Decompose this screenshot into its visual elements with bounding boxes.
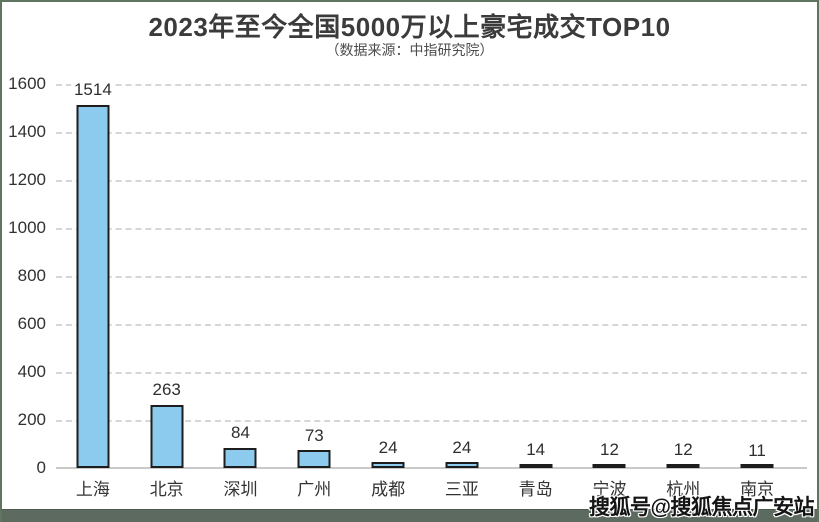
bars-layer: 1514 263 84 73 24 24 14 12 12 11 [56,80,794,468]
x-axis-label-南京: 南京 [740,480,775,499]
y-tick-label-1200: 1200 [8,170,46,189]
gridline-600 [56,324,807,326]
plot-area: 1600 1400 1200 1000 800 600 400 200 0 1514 263 84 7… [8,74,807,477]
watermark: 搜狐号@搜狐焦点广安站 [589,496,814,519]
x-axis-label-广州: 广州 [297,480,332,499]
gridline-1000 [56,228,807,230]
y-tick-label-400: 400 [17,362,46,381]
bar-成都 [371,462,405,468]
bar-column-成都: 24 [351,84,425,468]
x-axis-labels: 上海 北京 深圳 广州 成都 三亚 青岛 宁波 杭州 南京 [56,475,794,500]
y-tick-label-1000: 1000 [8,218,46,237]
bar-column-南京: 11 [720,84,794,468]
chart-title: 2023年至今全国5000万以上豪宅成交TOP10 [148,12,671,42]
x-axis-label-宁波: 宁波 [592,480,627,499]
gridline-1600 [56,84,807,86]
y-tick-label-0: 0 [36,458,46,477]
bar-杭州 [666,464,700,468]
gridline-800 [56,276,807,278]
bar-column-北京: 263 [130,84,204,468]
y-tick-label-1400: 1400 [8,122,46,141]
bar-column-上海: 1514 [56,80,130,468]
y-tick-label-200: 200 [17,410,46,429]
bar-column-深圳: 84 [204,84,278,468]
bar-value-成都: 24 [375,438,401,458]
bar-value-青岛: 14 [523,440,549,460]
bar-column-广州: 73 [277,84,351,468]
bar-上海 [76,104,110,468]
bar-深圳 [223,447,257,468]
x-axis-label-杭州: 杭州 [666,480,701,499]
bar-北京 [150,404,184,468]
x-axis-label-深圳: 深圳 [223,480,258,499]
gridline-1200 [56,180,807,182]
x-axis-line [56,467,807,469]
bar-column-青岛: 14 [499,84,573,468]
bar-column-三亚: 24 [425,84,499,468]
bar-value-北京: 263 [149,381,184,400]
bar-column-宁波: 12 [573,84,647,468]
x-axis-label-上海: 上海 [75,480,110,499]
x-axis-label-青岛: 青岛 [518,480,553,499]
bar-value-宁波: 12 [597,441,622,461]
bar-三亚 [445,462,479,468]
x-axis-label-北京: 北京 [149,480,184,499]
bar-宁波 [592,464,626,468]
bar-value-深圳: 84 [228,423,253,443]
x-axis-label-三亚: 三亚 [444,480,479,499]
bar-广州 [297,450,331,468]
x-axis-label-成都: 成都 [371,480,406,499]
y-tick-label-1600: 1600 [8,74,46,93]
bar-value-三亚: 24 [449,438,475,458]
bar-value-广州: 73 [301,426,327,446]
bar-value-杭州: 12 [670,441,696,461]
bar-value-南京: 11 [745,441,769,461]
bar-column-杭州: 12 [646,84,720,468]
bar-value-上海: 1514 [70,80,115,100]
bar-青岛 [519,464,553,468]
gridline-1400 [56,132,807,134]
bottom-frame-bar [0,509,819,522]
chart-subtitle: （数据来源：中指研究院） [325,42,494,58]
y-tick-label-600: 600 [17,314,46,333]
y-tick-label-800: 800 [17,266,46,285]
gridline-200 [56,420,807,422]
gridline-400 [56,372,807,374]
bar-南京 [740,464,774,468]
